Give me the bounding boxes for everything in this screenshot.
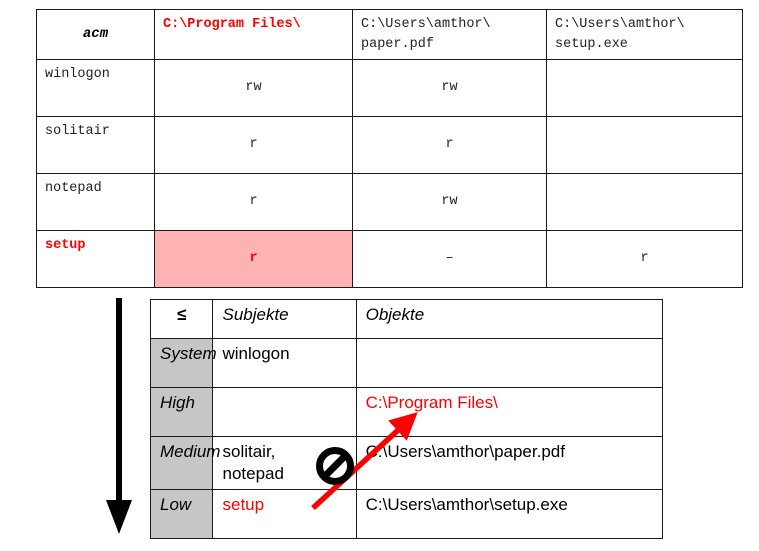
- acm-row-header-setup: setup: [36, 230, 155, 289]
- lattice-objects-high: C:\Program Files\: [355, 387, 664, 437]
- acm-cell-notepad-programfiles: r: [154, 173, 353, 232]
- information-flow-accent: Schreiben: [0, 99, 1, 185]
- acm-column-header-setup-exe: C:\Users\amthor\ setup.exe: [546, 8, 743, 61]
- table-row: High C:\Program Files\: [149, 387, 664, 437]
- lattice-level-low: Low: [149, 489, 214, 540]
- lattice-level-high: High: [149, 387, 214, 437]
- acm-col1-line1: C:\Users\amthor\: [361, 17, 491, 32]
- acm-cell-winlogon-setup: [546, 59, 743, 118]
- information-flow-prefix: legales: [0, 185, 1, 250]
- information-flow-label: Informationsfluss: legales Schreiben: [0, 50, 3, 300]
- acm-cell-solitair-programfiles: r: [154, 116, 353, 175]
- table-row: solitair r r: [36, 116, 743, 175]
- lattice-objects-medium: C:\Users\amthor\paper.pdf: [355, 435, 664, 491]
- lattice-objects-low: C:\Users\amthor\setup.exe: [355, 489, 664, 540]
- acm-matrix-table: acm C:\Program Files\ C:\Users\amthor\ pa…: [36, 8, 743, 289]
- table-row: setup r – r: [36, 230, 743, 289]
- acm-cell-winlogon-paper: rw: [352, 59, 547, 118]
- information-flow-line2: legales Schreiben: [0, 50, 3, 300]
- lattice-subject-notepad: notepad: [222, 464, 284, 484]
- acm-col1-line2: paper.pdf: [361, 36, 434, 52]
- acm-cell-solitair-paper: r: [352, 116, 547, 175]
- acm-column-header-program-files: C:\Program Files\: [154, 8, 353, 61]
- acm-header-row: acm C:\Program Files\ C:\Users\amthor\ pa…: [36, 8, 743, 61]
- acm-col2-line1: C:\Users\amthor\: [555, 17, 685, 32]
- lattice-level-system: System: [149, 338, 217, 388]
- acm-cell-setup-setup: r: [546, 230, 743, 289]
- lattice-subjects-high: [212, 387, 357, 437]
- lattice-subjects-medium: solitair, notepad: [212, 435, 357, 491]
- lattice-objects-system: [355, 338, 664, 388]
- table-row: System winlogon: [149, 338, 664, 388]
- acm-cell-solitair-setup: [546, 116, 743, 175]
- acm-row-header-notepad: notepad: [36, 173, 155, 232]
- acm-cell-notepad-paper: rw: [352, 173, 547, 232]
- acm-column-header-paper-pdf: C:\Users\amthor\ paper.pdf: [352, 8, 547, 61]
- lattice-subject-solitair: solitair,: [222, 442, 276, 461]
- acm-col2-line2: setup.exe: [555, 36, 628, 52]
- acm-cell-winlogon-programfiles: rw: [154, 59, 353, 118]
- lattice-level-medium: Medium: [149, 435, 220, 491]
- lattice-header-level: ≤: [149, 299, 214, 339]
- acm-cell-setup-paper: –: [352, 230, 547, 289]
- acm-cell-notepad-setup: [546, 173, 743, 232]
- lattice-header-objects: Objekte: [355, 299, 664, 339]
- lattice-header-row: ≤ Subjekte Objekte: [149, 299, 664, 339]
- lattice-levels-table: ≤ Subjekte Objekte System winlogon High …: [149, 299, 664, 540]
- acm-row-header-solitair: solitair: [36, 116, 155, 175]
- acm-corner-label: acm: [36, 8, 155, 61]
- lattice-subjects-system: winlogon: [212, 338, 357, 388]
- lattice-subjects-low: setup: [212, 489, 357, 540]
- table-row: Medium solitair, notepad C:\Users\amthor\…: [149, 435, 664, 491]
- lattice-header-subjects: Subjekte: [212, 299, 357, 339]
- acm-cell-setup-programfiles-highlighted: r: [154, 230, 353, 289]
- table-row: Low setup C:\Users\amthor\setup.exe: [149, 489, 664, 540]
- table-row: winlogon rw rw: [36, 59, 743, 118]
- acm-row-header-winlogon: winlogon: [36, 59, 155, 118]
- table-row: notepad r rw: [36, 173, 743, 232]
- downward-flow-arrow: [106, 298, 132, 534]
